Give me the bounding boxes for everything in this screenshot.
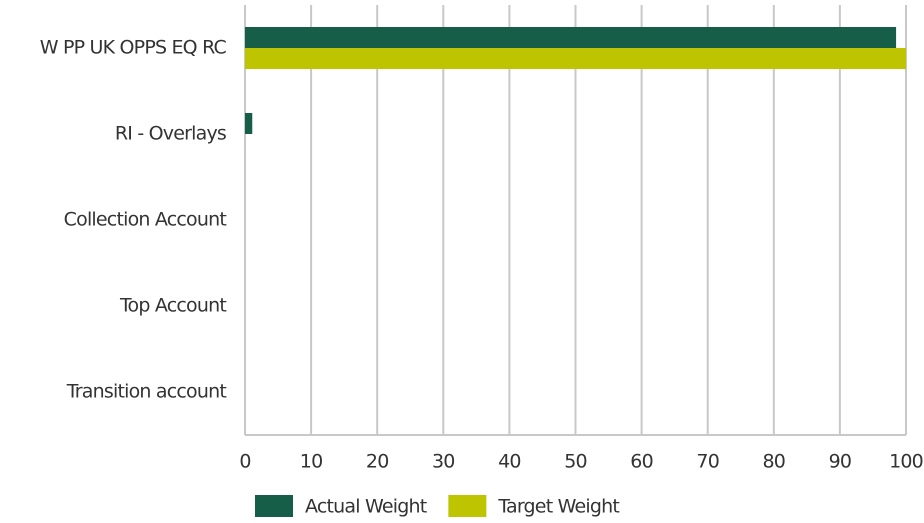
y-tick-label: Collection Account: [64, 209, 227, 231]
legend-swatch: [255, 495, 293, 517]
x-tick-label: 30: [432, 451, 455, 473]
legend-swatch: [448, 495, 487, 517]
x-tick-label: 60: [630, 451, 653, 473]
x-tick-label: 20: [366, 451, 389, 473]
bar: [245, 27, 897, 48]
y-tick-label: Top Account: [119, 295, 226, 317]
y-tick-label: W PP UK OPPS EQ RC: [40, 37, 227, 59]
x-tick-label: 0: [239, 451, 250, 473]
x-tick-label: 50: [564, 451, 587, 473]
x-tick-label: 100: [889, 451, 923, 473]
legend-label: Actual Weight: [305, 496, 427, 518]
x-tick-label: 80: [763, 451, 786, 473]
x-tick-label: 70: [696, 451, 719, 473]
bar: [245, 113, 253, 134]
legend-label: Target Weight: [497, 496, 619, 518]
x-tick-label: 90: [829, 451, 852, 473]
y-tick-label: RI - Overlays: [115, 123, 226, 145]
x-tick-label: 10: [300, 451, 323, 473]
y-tick-label: Transition account: [66, 381, 227, 403]
bar: [245, 48, 906, 69]
x-tick-label: 40: [498, 451, 521, 473]
